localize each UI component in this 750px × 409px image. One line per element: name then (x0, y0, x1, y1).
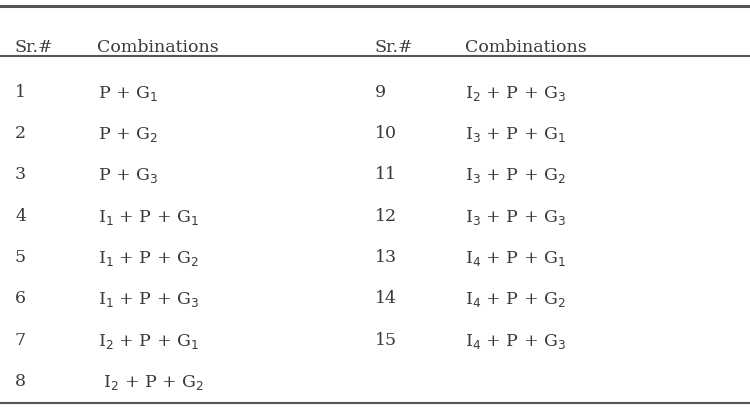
Text: I$_4$ + P + G$_1$: I$_4$ + P + G$_1$ (465, 249, 566, 268)
Text: I$_3$ + P + G$_2$: I$_3$ + P + G$_2$ (465, 166, 566, 185)
Text: 2: 2 (15, 125, 26, 142)
Text: 9: 9 (375, 84, 386, 101)
Text: I$_2$ + P + G$_2$: I$_2$ + P + G$_2$ (98, 373, 204, 392)
Text: I$_4$ + P + G$_3$: I$_4$ + P + G$_3$ (465, 332, 566, 351)
Text: I$_3$ + P + G$_3$: I$_3$ + P + G$_3$ (465, 208, 566, 227)
Text: I$_2$ + P + G$_3$: I$_2$ + P + G$_3$ (465, 84, 566, 103)
Text: 6: 6 (15, 290, 26, 308)
Text: 1: 1 (15, 84, 26, 101)
Text: I$_1$ + P + G$_2$: I$_1$ + P + G$_2$ (98, 249, 198, 268)
Text: I$_4$ + P + G$_2$: I$_4$ + P + G$_2$ (465, 290, 566, 309)
Text: I$_2$ + P + G$_1$: I$_2$ + P + G$_1$ (98, 332, 198, 351)
Text: Combinations: Combinations (465, 39, 586, 56)
Text: I$_3$ + P + G$_1$: I$_3$ + P + G$_1$ (465, 125, 566, 144)
Text: 12: 12 (375, 208, 398, 225)
Text: I$_1$ + P + G$_1$: I$_1$ + P + G$_1$ (98, 208, 198, 227)
Text: I$_1$ + P + G$_3$: I$_1$ + P + G$_3$ (98, 290, 199, 309)
Text: 10: 10 (375, 125, 397, 142)
Text: Sr.#: Sr.# (15, 39, 54, 56)
Text: 13: 13 (375, 249, 398, 266)
Text: 3: 3 (15, 166, 26, 184)
Text: Sr.#: Sr.# (375, 39, 414, 56)
Text: 5: 5 (15, 249, 26, 266)
Text: 8: 8 (15, 373, 26, 390)
Text: 4: 4 (15, 208, 26, 225)
Text: P + G$_1$: P + G$_1$ (98, 84, 158, 103)
Text: 11: 11 (375, 166, 397, 184)
Text: 15: 15 (375, 332, 398, 349)
Text: 7: 7 (15, 332, 26, 349)
Text: 14: 14 (375, 290, 397, 308)
Text: Combinations: Combinations (98, 39, 219, 56)
Text: P + G$_2$: P + G$_2$ (98, 125, 158, 144)
Text: P + G$_3$: P + G$_3$ (98, 166, 158, 185)
